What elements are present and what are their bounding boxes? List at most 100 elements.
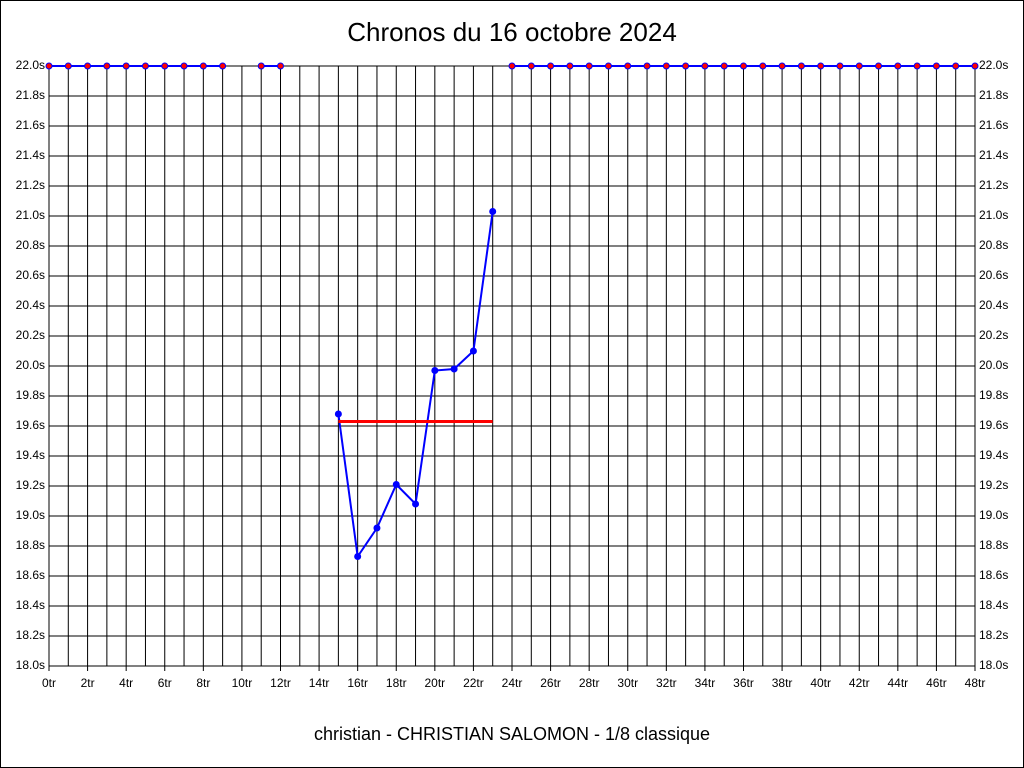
x-tick-label: 44tr (887, 676, 908, 690)
y-tick-label: 22.0s (16, 58, 45, 72)
data-point (122, 62, 130, 70)
data-point (392, 481, 400, 488)
x-tick-label: 30tr (617, 676, 638, 690)
y2-tick-label: 18.6s (979, 568, 1008, 582)
y2-tick-label: 18.8s (979, 538, 1008, 552)
data-point (45, 62, 53, 70)
x-tick-label: 0tr (42, 676, 56, 690)
data-point (180, 62, 188, 70)
data-point (84, 62, 92, 70)
data-point (431, 367, 439, 374)
data-point (778, 62, 786, 70)
x-tick-label: 28tr (579, 676, 600, 690)
y2-tick-label: 18.4s (979, 598, 1008, 612)
y2-tick-label: 21.8s (979, 88, 1008, 102)
data-point (952, 62, 960, 70)
data-point (412, 500, 420, 508)
chart-subtitle: christian - CHRISTIAN SALOMON - 1/8 clas… (314, 724, 710, 744)
y-tick-label: 18.2s (16, 628, 45, 642)
data-point (547, 62, 555, 70)
x-tick-label: 26tr (540, 676, 561, 690)
data-point (817, 62, 825, 70)
y-tick-label: 19.4s (16, 448, 45, 462)
y2-tick-label: 22.0s (979, 58, 1008, 72)
data-point (219, 62, 227, 70)
data-point (701, 62, 709, 70)
y2-tick-label: 19.2s (979, 478, 1008, 492)
y-tick-label: 21.0s (16, 208, 45, 222)
data-point (161, 62, 169, 70)
x-tick-label: 22tr (463, 676, 484, 690)
y2-tick-label: 19.4s (979, 448, 1008, 462)
y-tick-label: 20.8s (16, 238, 45, 252)
data-point (836, 62, 844, 70)
data-point (277, 62, 284, 70)
y2-tick-label: 21.0s (979, 208, 1008, 222)
x-tick-label: 34tr (695, 676, 716, 690)
y-tick-label: 19.0s (16, 508, 45, 522)
y2-tick-label: 18.2s (979, 628, 1008, 642)
data-point (855, 62, 863, 70)
y2-tick-label: 20.2s (979, 328, 1008, 342)
y-tick-label: 18.6s (16, 568, 45, 582)
data-point (913, 62, 921, 70)
y-tick-label: 18.8s (16, 538, 45, 552)
x-tick-label: 46tr (926, 676, 947, 690)
x-tick-label: 42tr (849, 676, 870, 690)
data-point (199, 62, 207, 70)
y2-tick-label: 21.4s (979, 148, 1008, 162)
y-tick-label: 19.6s (16, 418, 45, 432)
x-tick-label: 6tr (158, 676, 172, 690)
y-tick-label: 20.4s (16, 298, 45, 312)
y2-tick-label: 19.0s (979, 508, 1008, 522)
x-tick-label: 40tr (810, 676, 831, 690)
y-tick-label: 20.2s (16, 328, 45, 342)
y-tick-label: 20.6s (16, 268, 45, 282)
x-tick-label: 8tr (196, 676, 210, 690)
data-point (508, 62, 516, 70)
data-point (585, 62, 593, 70)
data-point (354, 553, 362, 560)
y2-tick-label: 19.6s (979, 418, 1008, 432)
data-point (932, 62, 940, 70)
x-tick-label: 12tr (270, 676, 291, 690)
data-point (662, 62, 670, 70)
data-point (141, 62, 149, 70)
y2-tick-label: 19.8s (979, 388, 1008, 402)
x-tick-label: 32tr (656, 676, 677, 690)
data-point (894, 62, 902, 70)
y-tick-label: 21.2s (16, 178, 45, 192)
data-point (527, 62, 535, 70)
chart-title: Chronos du 16 octobre 2024 (347, 17, 677, 47)
data-point (643, 62, 651, 70)
data-point (875, 62, 883, 70)
y2-tick-label: 20.8s (979, 238, 1008, 252)
x-tick-label: 36tr (733, 676, 754, 690)
y2-tick-label: 20.0s (979, 358, 1008, 372)
y-tick-label: 21.4s (16, 148, 45, 162)
y-tick-label: 19.2s (16, 478, 45, 492)
data-point (373, 524, 381, 532)
data-point (450, 365, 458, 373)
data-point (489, 208, 497, 215)
x-tick-label: 18tr (386, 676, 407, 690)
y-tick-label: 18.4s (16, 598, 45, 612)
data-point (257, 62, 265, 70)
y-tick-label: 21.6s (16, 118, 45, 132)
x-tick-label: 14tr (309, 676, 330, 690)
y-tick-label: 21.8s (16, 88, 45, 102)
y2-tick-label: 20.4s (979, 298, 1008, 312)
data-point (64, 62, 72, 70)
data-point (720, 62, 728, 70)
data-point (566, 62, 574, 70)
x-tick-label: 16tr (347, 676, 368, 690)
data-point (682, 62, 690, 70)
y-tick-label: 20.0s (16, 358, 45, 372)
x-tick-label: 10tr (232, 676, 253, 690)
y2-tick-label: 21.2s (979, 178, 1008, 192)
x-tick-label: 2tr (81, 676, 95, 690)
data-point (740, 62, 747, 70)
data-point (971, 62, 979, 70)
